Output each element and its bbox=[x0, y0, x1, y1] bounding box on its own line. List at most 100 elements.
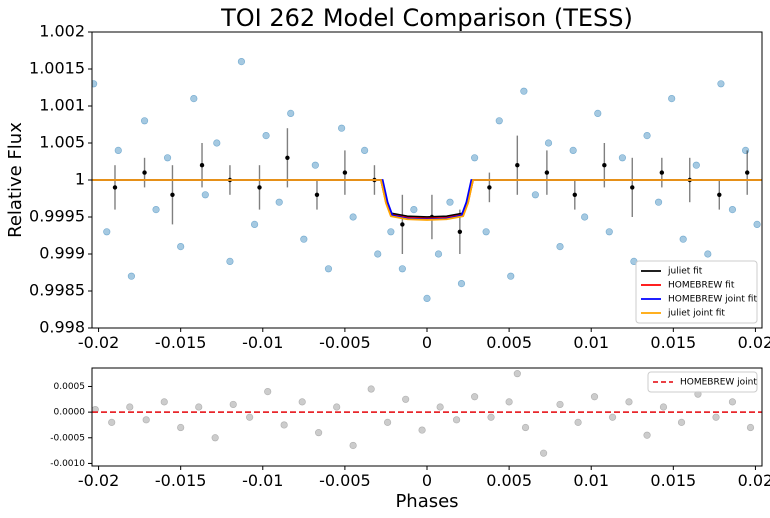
binned-point bbox=[630, 185, 635, 190]
x-tick-label: -0.005 bbox=[319, 471, 371, 490]
x-tick-label: 0 bbox=[422, 471, 432, 490]
data-point bbox=[349, 213, 357, 221]
data-point bbox=[590, 393, 599, 401]
binned-point bbox=[544, 170, 550, 175]
data-point bbox=[717, 80, 725, 88]
data-point bbox=[446, 198, 454, 206]
y-tick-label: 0.998 bbox=[39, 318, 85, 337]
legend-label: juliet joint fit bbox=[667, 309, 725, 319]
data-point bbox=[520, 87, 528, 95]
data-point bbox=[728, 206, 737, 214]
x-tick-label: 0.005 bbox=[486, 471, 532, 490]
data-point bbox=[605, 228, 613, 236]
data-point bbox=[574, 418, 582, 426]
data-point bbox=[556, 400, 564, 409]
chart-title: TOI 262 Model Comparison (TESS) bbox=[220, 4, 633, 32]
data-point bbox=[539, 449, 548, 457]
data-point bbox=[160, 398, 168, 406]
legend-box bbox=[635, 260, 758, 324]
x-tick-label: -0.005 bbox=[319, 333, 371, 352]
x-tick-label: -0.02 bbox=[78, 471, 119, 490]
y-tick-label: 1.001 bbox=[39, 96, 85, 115]
binned-point bbox=[602, 163, 607, 168]
data-point bbox=[311, 161, 319, 169]
data-point bbox=[746, 423, 755, 432]
data-point bbox=[387, 228, 395, 236]
data-point bbox=[275, 198, 283, 206]
binned-point bbox=[285, 155, 290, 160]
y-tick-label: 1.002 bbox=[39, 22, 85, 41]
data-point bbox=[659, 403, 668, 411]
data-point bbox=[452, 416, 461, 424]
y-tick-label: 1.0015 bbox=[29, 59, 85, 78]
data-point bbox=[315, 429, 323, 437]
data-point bbox=[402, 395, 410, 403]
model-line bbox=[92, 179, 762, 221]
binned-point bbox=[199, 163, 205, 168]
data-point bbox=[300, 235, 308, 243]
data-point bbox=[211, 434, 219, 442]
data-point bbox=[383, 418, 392, 426]
data-point bbox=[625, 398, 633, 406]
x-tick-label: 0.01 bbox=[573, 333, 609, 352]
binned-point bbox=[457, 229, 463, 234]
data-point bbox=[531, 191, 539, 199]
y-tick-label: -0.0005 bbox=[50, 433, 85, 443]
data-point bbox=[250, 220, 259, 228]
data-point bbox=[608, 413, 617, 421]
data-point bbox=[654, 198, 663, 206]
data-point bbox=[213, 139, 221, 147]
data-point bbox=[457, 280, 466, 288]
data-point bbox=[114, 146, 122, 154]
data-point bbox=[581, 213, 589, 221]
legend-label: HOMEBREW joint bbox=[680, 378, 757, 388]
binned-point bbox=[170, 192, 175, 197]
data-point bbox=[753, 220, 761, 228]
data-point bbox=[569, 146, 577, 154]
data-point bbox=[643, 431, 651, 439]
data-point bbox=[92, 80, 98, 88]
legend-box bbox=[647, 371, 758, 393]
data-point bbox=[367, 385, 375, 393]
x-tick-label: -0.02 bbox=[78, 333, 119, 352]
data-point bbox=[482, 228, 490, 236]
binned-point bbox=[515, 163, 520, 168]
data-point bbox=[618, 154, 627, 162]
plot-area bbox=[92, 57, 762, 303]
data-point bbox=[398, 265, 406, 273]
y-tick-label: 0.999 bbox=[39, 244, 85, 263]
binned-point bbox=[745, 170, 750, 175]
data-point bbox=[142, 416, 150, 424]
x-tick-label: -0.01 bbox=[242, 471, 283, 490]
data-point bbox=[521, 423, 530, 432]
binned-point bbox=[400, 222, 405, 227]
data-point bbox=[201, 191, 209, 199]
data-point bbox=[338, 124, 346, 132]
binned-point bbox=[257, 185, 262, 190]
data-point bbox=[712, 413, 720, 421]
data-point bbox=[349, 441, 357, 450]
data-point bbox=[229, 400, 237, 409]
data-point bbox=[471, 154, 479, 162]
data-point bbox=[280, 421, 288, 429]
data-point bbox=[126, 403, 134, 411]
binned-point bbox=[487, 185, 492, 190]
data-point bbox=[262, 132, 270, 140]
y-tick-label: 1.005 bbox=[39, 133, 85, 152]
data-point bbox=[410, 206, 418, 214]
data-point bbox=[594, 109, 602, 117]
x-axis-label: Phases bbox=[395, 491, 458, 512]
data-point bbox=[513, 370, 521, 378]
data-point bbox=[495, 117, 503, 125]
x-tick-label: 0 bbox=[422, 333, 432, 352]
binned-point bbox=[142, 170, 147, 175]
data-point bbox=[677, 418, 686, 426]
binned-point bbox=[112, 185, 118, 190]
data-point bbox=[152, 206, 160, 214]
data-point bbox=[360, 146, 369, 154]
data-point bbox=[195, 403, 203, 411]
x-tick-label: 0.02 bbox=[738, 333, 770, 352]
data-point bbox=[264, 388, 272, 396]
